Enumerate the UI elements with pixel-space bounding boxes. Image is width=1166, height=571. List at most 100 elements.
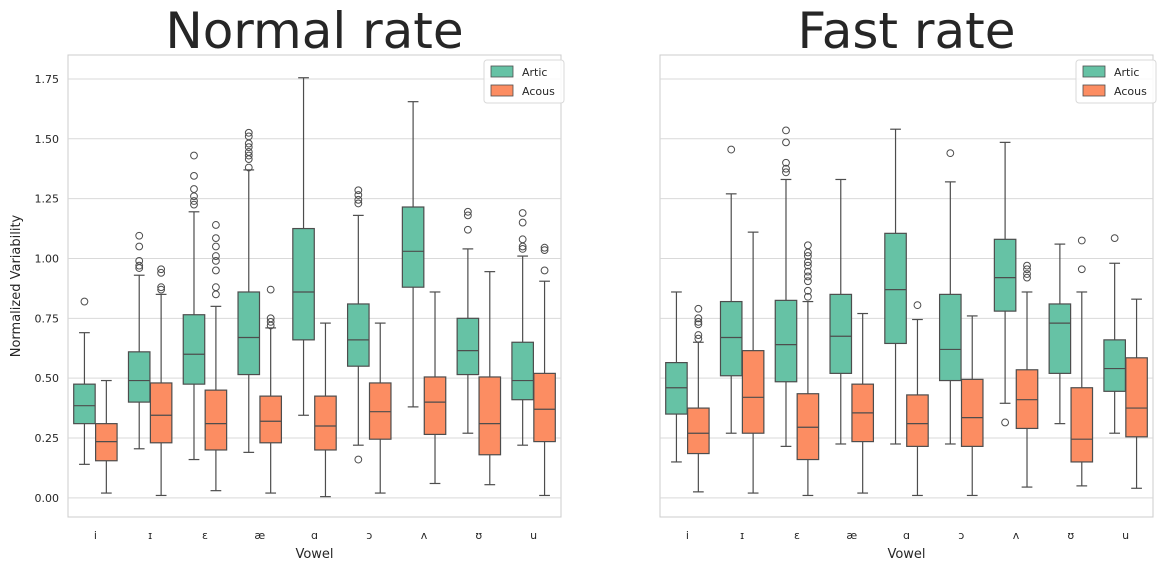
box-artic-2 — [182, 151, 206, 461]
iqr-box — [127, 351, 151, 403]
x-tick-label: æ — [846, 529, 857, 542]
x-tick-label: ʌ — [1013, 529, 1020, 542]
iqr-box — [511, 341, 534, 401]
box-acous-5 — [368, 322, 392, 494]
outlier-point — [913, 301, 922, 310]
iqr-box — [884, 232, 907, 345]
outlier-point — [540, 243, 549, 252]
legend-label-acous: Acous — [522, 85, 555, 98]
y-tick-label: 0.00 — [35, 492, 60, 505]
y-tick-label: 0.75 — [35, 312, 60, 325]
box-acous-1 — [741, 231, 765, 494]
outlier-point — [212, 283, 220, 292]
box-artic-3 — [237, 128, 261, 453]
outlier-point — [694, 314, 703, 323]
iqr-box — [1070, 387, 1094, 463]
x-tick-label: ʊ — [475, 529, 482, 542]
iqr-box — [204, 389, 228, 451]
outlier-point — [354, 199, 363, 208]
outlier-point — [212, 252, 220, 260]
box-acous-8 — [1125, 298, 1148, 489]
iqr-box — [149, 382, 173, 444]
outlier-point — [212, 266, 220, 275]
legend: Artic Acous — [1075, 59, 1157, 104]
outlier-point — [157, 283, 166, 292]
outlier-point — [463, 225, 472, 234]
box-artic-8 — [511, 209, 534, 446]
x-tick-label: ɪ — [740, 529, 744, 542]
box-acous-2 — [204, 221, 228, 492]
iqr-box — [1103, 339, 1126, 392]
outlier-point — [354, 455, 363, 464]
box-artic-7 — [1048, 243, 1072, 425]
iqr-box — [774, 299, 798, 383]
x-tick-label: ʊ — [1067, 529, 1074, 542]
outlier-point — [212, 242, 220, 251]
outlier-point — [266, 318, 275, 326]
legend-swatch-artic — [1082, 65, 1106, 78]
outlier-point — [190, 171, 198, 180]
outlier-point — [244, 132, 253, 141]
outlier-point — [804, 272, 812, 281]
legend-label-artic: Artic — [522, 66, 547, 79]
outlier-point — [804, 252, 812, 260]
normal-rate-panel: 0.00 0.25 0.50 0.75 1.00 1.25 1.50 1.75 i ɪ ɛ æ ɑ ɔ ʌ… — [9, 2, 565, 562]
outlier-point — [694, 331, 703, 339]
outlier-point — [1023, 261, 1031, 270]
outlier-point — [80, 297, 89, 306]
outlier-point — [946, 149, 955, 158]
outlier-point — [157, 265, 166, 274]
y-tick-label: 1.75 — [35, 73, 60, 86]
y-tick-label: 1.00 — [35, 252, 60, 265]
outlier-point — [804, 277, 812, 286]
box-artic-6 — [401, 101, 425, 408]
box-acous-2 — [796, 241, 820, 497]
outlier-point — [266, 314, 275, 323]
iqr-box — [906, 394, 929, 447]
outlier-point — [135, 256, 144, 265]
box-acous-8 — [533, 243, 556, 497]
outlier-point — [244, 148, 253, 156]
box-artic-4 — [884, 128, 907, 445]
y-axis-label: Normalized Variability — [9, 214, 24, 357]
outlier-point — [804, 286, 812, 295]
box-acous-4 — [314, 322, 337, 498]
box-artic-1 — [719, 145, 743, 434]
iqr-box — [533, 372, 556, 443]
outlier-point — [518, 218, 527, 227]
outlier-point — [157, 268, 166, 277]
fast-rate-panel: i ɪ ɛ æ ɑ ɔ ʌ ʊ u Fast rate Vowel Artic Acous — [659, 2, 1157, 562]
outlier-point — [212, 221, 220, 229]
outlier-point — [518, 209, 527, 217]
iqr-box — [478, 376, 502, 456]
box-plots — [665, 126, 1148, 497]
outlier-point — [782, 168, 790, 177]
outlier-point — [804, 267, 812, 276]
iqr-box — [1048, 303, 1072, 374]
box-artic-5 — [346, 186, 370, 464]
outlier-point — [1023, 270, 1031, 278]
iqr-box — [741, 350, 765, 434]
outlier-point — [694, 318, 703, 326]
legend-label-artic: Artic — [1114, 66, 1139, 79]
x-tick-label: ɑ — [903, 529, 910, 542]
iqr-box — [259, 395, 283, 444]
y-tick-label: 1.50 — [35, 133, 60, 146]
iqr-box — [993, 238, 1017, 312]
outlier-point — [518, 235, 527, 244]
box-plots — [73, 77, 556, 498]
box-acous-7 — [478, 271, 502, 486]
outlier-point — [804, 258, 812, 266]
iqr-box — [237, 291, 261, 376]
outlier-point — [694, 320, 703, 329]
box-artic-0 — [73, 297, 96, 465]
iqr-box — [960, 378, 984, 447]
outlier-point — [694, 334, 703, 343]
outlier-point — [804, 241, 812, 250]
y-tick-label: 0.50 — [35, 372, 60, 385]
outlier-point — [135, 261, 144, 270]
outlier-point — [244, 128, 253, 137]
legend-swatch-acous — [1082, 84, 1106, 97]
box-artic-8 — [1103, 234, 1126, 434]
